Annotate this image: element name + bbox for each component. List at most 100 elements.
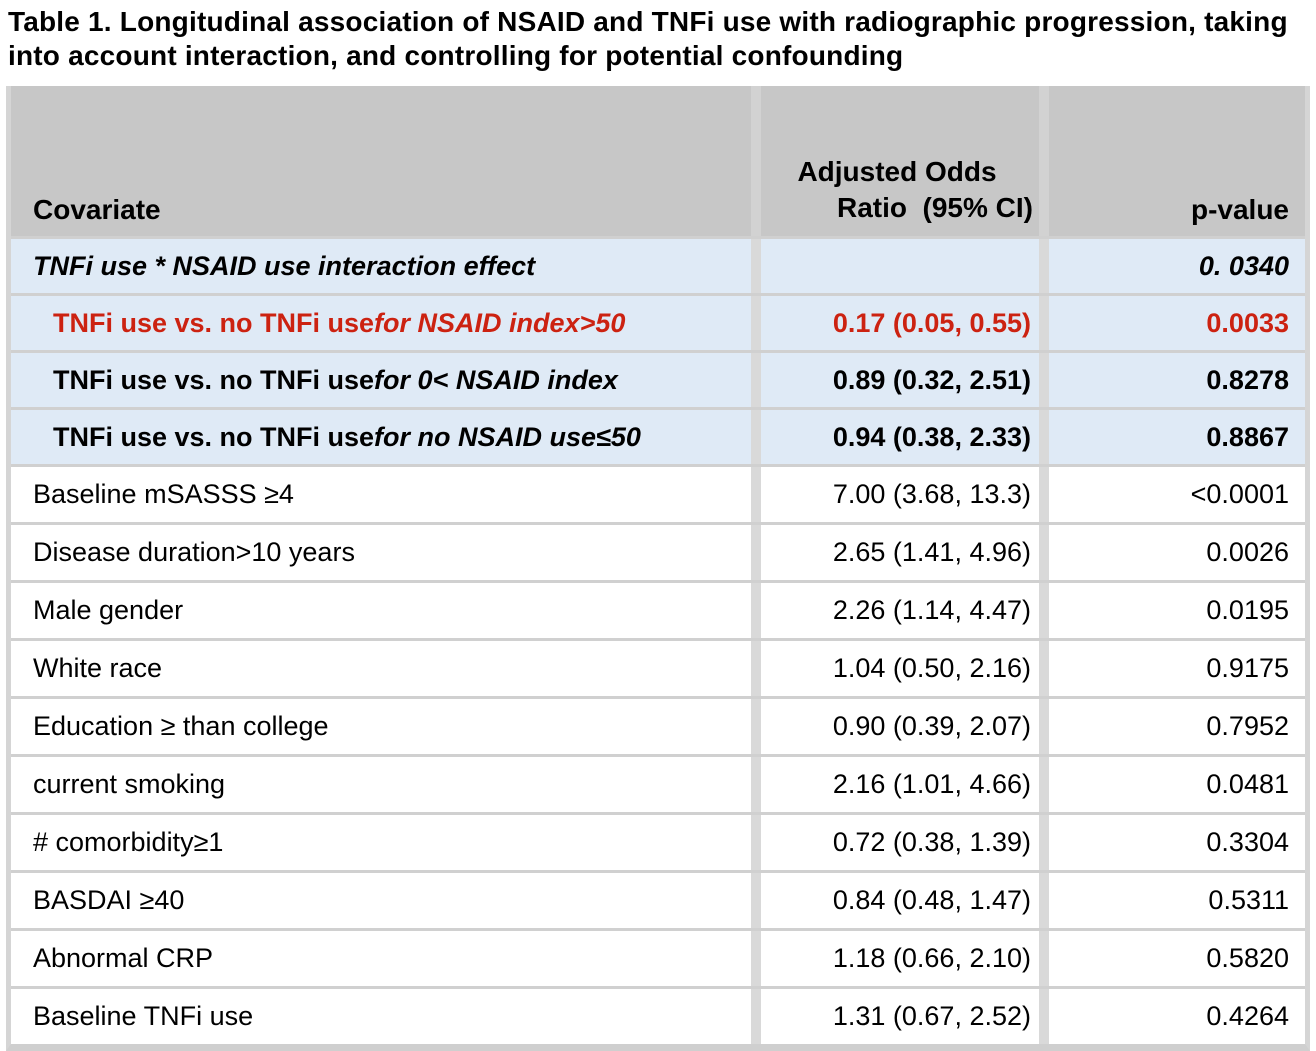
table-row: Education ≥ than college 0.90 (0.39, 2.0… [11,696,1305,754]
aor-cell: 1.31 (0.67, 2.52) [832,1001,1031,1031]
column-gap [1039,410,1049,464]
covariate-cell: Disease duration>10 years [11,525,751,580]
column-gap [751,525,761,580]
column-gap [1039,86,1049,236]
header-aor-line2: Ratio (95% CI) [836,192,1033,223]
column-gap [1039,815,1049,870]
pvalue-cell: 0.8867 [1206,421,1289,452]
covariate-label: Education ≥ than college [33,711,329,741]
table-row: TNFi use vs. no TNFi use for NSAID index… [11,293,1305,350]
column-gap [1039,757,1049,812]
column-gap [751,86,761,236]
aor-cell: 2.26 (1.14, 4.47) [832,595,1031,625]
covariate-label: TNFi use * NSAID use interaction effect [33,250,536,281]
covariate-cell: Education ≥ than college [11,699,751,754]
covariate-cell: Abnormal CRP [11,931,751,986]
table-row: Baseline TNFi use 1.31 (0.67, 2.52) 0.42… [11,986,1305,1044]
column-gap [751,239,761,293]
covariate-label: TNFi use vs. no TNFi use [53,364,375,395]
aor-cell: 2.16 (1.01, 4.66) [832,769,1031,799]
header-aor-line1: Adjusted Odds [797,156,997,187]
column-gap [751,583,761,638]
covariate-cell: Male gender [11,583,751,638]
column-gap [1039,873,1049,928]
column-gap [1039,583,1049,638]
header-pvalue: p-value [1190,194,1289,225]
covariate-cell: Baseline TNFi use [11,989,751,1044]
covariate-cell: TNFi use vs. no TNFi use for NSAID index… [11,296,751,350]
aor-cell: 0.94 (0.38, 2.33) [832,421,1031,452]
covariate-label: Male gender [33,595,184,625]
column-gap [1039,525,1049,580]
column-gap [751,467,761,522]
table-row: TNFi use * NSAID use interaction effect … [11,236,1305,293]
table-row: Baseline mSASSS ≥4 7.00 (3.68, 13.3) <0.… [11,464,1305,522]
covariate-label: Baseline mSASSS ≥4 [33,479,294,509]
pvalue-cell: 0.3304 [1206,827,1289,857]
column-gap [1039,699,1049,754]
column-gap [1039,239,1049,293]
column-gap [1039,296,1049,350]
pvalue-cell: 0.9175 [1206,653,1289,683]
table-row: Disease duration>10 years 2.65 (1.41, 4.… [11,522,1305,580]
aor-cell: 2.65 (1.41, 4.96) [832,537,1031,567]
results-table: Covariate Adjusted Odds Ratio (95% CI) p… [6,86,1310,1051]
column-gap [751,989,761,1044]
column-gap [1039,931,1049,986]
aor-cell: 0.72 (0.38, 1.39) [832,827,1031,857]
covariate-cell: current smoking [11,757,751,812]
covariate-label: current smoking [33,769,226,799]
table-row: Male gender 2.26 (1.14, 4.47) 0.0195 [11,580,1305,638]
table-row: # comorbidity≥1 0.72 (0.38, 1.39) 0.3304 [11,812,1305,870]
covariate-label: Abnormal CRP [33,943,214,973]
covariate-label: Disease duration>10 years [33,537,355,567]
covariate-label-italic: for no NSAID use≤50 [374,421,641,452]
pvalue-cell: 0.7952 [1206,711,1289,741]
column-gap [751,410,761,464]
table-header-row: Covariate Adjusted Odds Ratio (95% CI) p… [11,86,1305,236]
aor-cell: 1.04 (0.50, 2.16) [832,653,1031,683]
pvalue-cell: 0.0033 [1206,307,1289,338]
column-gap [1039,641,1049,696]
covariate-label: TNFi use vs. no TNFi use [53,421,375,452]
aor-cell: 0.17 (0.05, 0.55) [832,307,1031,338]
covariate-label: BASDAI ≥40 [33,885,185,915]
table-row: TNFi use vs. no TNFi use for 0< NSAID in… [11,350,1305,407]
pvalue-cell: <0.0001 [1190,479,1289,509]
pvalue-cell: 0.0195 [1206,595,1289,625]
pvalue-cell: 0.0026 [1206,537,1289,567]
column-gap [751,699,761,754]
covariate-cell: TNFi use * NSAID use interaction effect [11,239,751,293]
table-title: Table 1. Longitudinal association of NSA… [8,6,1288,71]
covariate-cell: Baseline mSASSS ≥4 [11,467,751,522]
pvalue-cell: 0. 0340 [1198,250,1289,281]
column-gap [751,296,761,350]
column-gap [751,815,761,870]
covariate-cell: # comorbidity≥1 [11,815,751,870]
column-gap [751,353,761,407]
column-gap [1039,353,1049,407]
aor-cell: 7.00 (3.68, 13.3) [832,479,1031,509]
column-gap [1039,467,1049,522]
covariate-label: Baseline TNFi use [33,1001,254,1031]
covariate-cell: White race [11,641,751,696]
covariate-label: TNFi use vs. no TNFi use [53,307,375,338]
covariate-cell: TNFi use vs. no TNFi use for no NSAID us… [11,410,751,464]
pvalue-cell: 0.0481 [1206,769,1289,799]
covariate-label-italic: for 0< NSAID index [374,364,618,395]
pvalue-cell: 0.8278 [1206,364,1289,395]
aor-cell: 0.89 (0.32, 2.51) [832,364,1031,395]
column-gap [751,931,761,986]
table-row: TNFi use vs. no TNFi use for no NSAID us… [11,407,1305,464]
aor-cell: 0.90 (0.39, 2.07) [832,711,1031,741]
header-adjusted-odds-ratio: Adjusted Odds Ratio (95% CI) [761,86,1039,236]
table-row: BASDAI ≥40 0.84 (0.48, 1.47) 0.5311 [11,870,1305,928]
covariate-label: White race [33,653,163,683]
covariate-cell: TNFi use vs. no TNFi use for 0< NSAID in… [11,353,751,407]
aor-cell: 0.84 (0.48, 1.47) [832,885,1031,915]
aor-cell [761,239,1039,293]
column-gap [751,757,761,812]
column-gap [1039,989,1049,1044]
table-row: Abnormal CRP 1.18 (0.66, 2.10) 0.5820 [11,928,1305,986]
pvalue-cell: 0.5820 [1206,943,1289,973]
